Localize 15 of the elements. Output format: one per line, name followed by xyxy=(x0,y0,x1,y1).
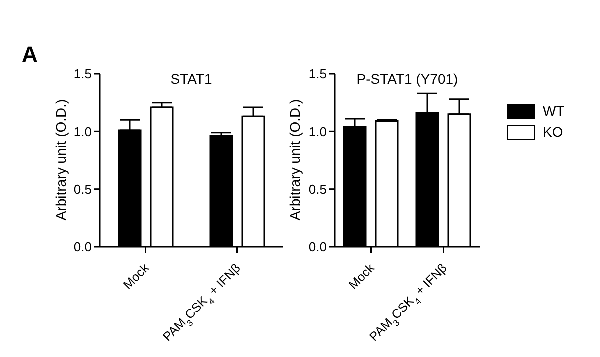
y-tick-label: 0.5 xyxy=(308,182,327,197)
chart-title: STAT1 xyxy=(170,71,212,87)
legend-label: WT xyxy=(543,103,565,119)
y-tick-label: 0.0 xyxy=(74,240,92,255)
y-tick-label: 1.5 xyxy=(74,66,92,82)
y-tick-label: 1.5 xyxy=(308,66,327,82)
y-tick-label: 1.0 xyxy=(308,124,327,140)
y-tick-label: 0.0 xyxy=(308,240,327,255)
y-tick-label: 1.0 xyxy=(74,124,92,140)
text: A xyxy=(22,42,38,67)
y-axis-title: Arbitrary unit (O.D.) xyxy=(53,99,69,221)
chart-title: P-STAT1 (Y701) xyxy=(356,71,458,87)
y-axis-title: Arbitrary unit (O.D.) xyxy=(287,99,303,221)
legend-label: KO xyxy=(543,124,564,140)
y-tick-label: 0.5 xyxy=(74,182,92,197)
